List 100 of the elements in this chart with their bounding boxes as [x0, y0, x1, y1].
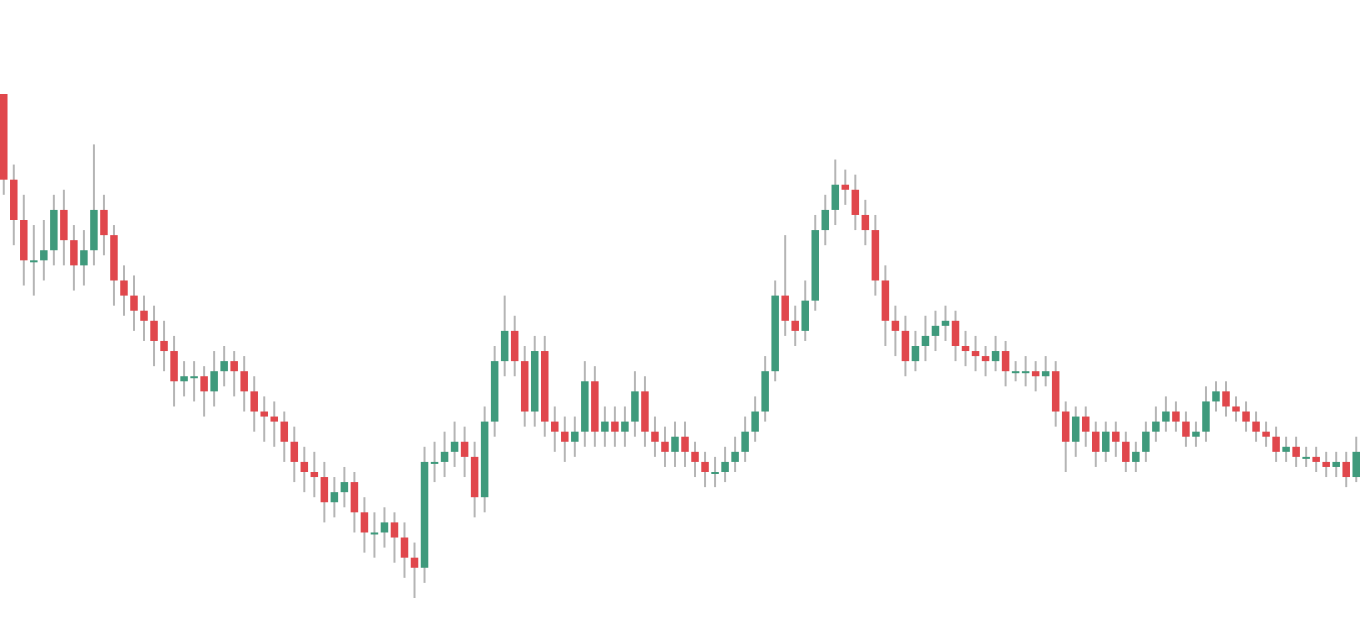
- candlestick: [1152, 405, 1160, 443]
- candlestick: [1292, 435, 1300, 468]
- candlestick: [941, 304, 950, 342]
- candlestick: [60, 188, 68, 267]
- candlestick: [761, 355, 769, 423]
- candlestick: [1001, 339, 1010, 388]
- candlestick: [921, 314, 930, 363]
- candlestick: [1252, 410, 1260, 443]
- candlestick: [1061, 400, 1070, 473]
- candlestick: [1322, 450, 1330, 479]
- candlestick: [120, 264, 128, 317]
- candlestick: [1262, 420, 1270, 448]
- candlestick: [1071, 405, 1080, 458]
- candlestick: [911, 329, 920, 373]
- candlestick: [350, 471, 359, 534]
- candlestick: [641, 375, 649, 448]
- candlestick: [1282, 435, 1290, 463]
- candlestick: [160, 319, 168, 373]
- candlestick: [691, 440, 699, 479]
- candlestick: [1242, 400, 1250, 433]
- candlestick: [240, 355, 248, 413]
- candlestick: [1041, 355, 1050, 388]
- candlestick: [1172, 400, 1180, 433]
- candlestick: [140, 294, 148, 342]
- candlestick: [621, 405, 629, 448]
- candlestick: [1302, 445, 1310, 468]
- candlestick: [20, 193, 28, 287]
- candlestick: [170, 334, 178, 408]
- candlestick: [801, 279, 809, 342]
- candlestick: [821, 193, 830, 247]
- candlestick: [611, 405, 619, 448]
- candlestick: [270, 400, 279, 448]
- candlestick: [631, 370, 639, 438]
- candlestick: [961, 329, 970, 368]
- candlestick: [80, 229, 88, 287]
- candlestick: [360, 496, 369, 554]
- candlestick: [320, 460, 329, 524]
- candlestick: [1122, 430, 1130, 473]
- candlestick: [1192, 420, 1200, 448]
- candlestick: [330, 476, 339, 519]
- candlestick: [380, 506, 389, 549]
- candlestick: [390, 511, 399, 564]
- candlestick: [741, 415, 749, 463]
- candlestick: [791, 304, 799, 347]
- candlestick: [991, 334, 1000, 373]
- candlestick: [551, 405, 559, 453]
- candlestick: [310, 450, 319, 499]
- candlestick: [1132, 440, 1140, 473]
- candlestick: [1081, 405, 1090, 448]
- candlestick: [50, 193, 58, 267]
- candlestick: [70, 224, 78, 292]
- candlestick: [90, 143, 98, 267]
- candlestick: [300, 445, 309, 494]
- candlestick: [510, 314, 519, 378]
- candlestick: [1272, 425, 1280, 463]
- candlestick: [130, 274, 138, 332]
- candlestick: [150, 304, 158, 368]
- candlestick: [40, 219, 48, 282]
- candlestick: [951, 309, 960, 363]
- candlestick: [100, 193, 108, 257]
- candlestick: [370, 511, 379, 559]
- candlestick: [841, 168, 850, 206]
- candlestick: [260, 395, 268, 443]
- candlestick: [891, 304, 900, 358]
- candlestick: [250, 375, 258, 433]
- candlestick: [901, 314, 910, 378]
- candlestick: [210, 350, 218, 408]
- candlestick: [1352, 435, 1360, 484]
- candlestick: [981, 345, 990, 378]
- candlestick: [460, 425, 469, 479]
- candlestick: [400, 521, 409, 579]
- candlestick: [1182, 410, 1190, 448]
- candlestick: [1212, 380, 1220, 413]
- candlestick: [751, 395, 759, 443]
- candlestick: [290, 425, 299, 484]
- candlestick: [861, 198, 870, 247]
- candlestick: [440, 430, 449, 479]
- candlestick: [701, 450, 709, 489]
- candlestick: [410, 541, 419, 599]
- candlestick: [1342, 450, 1350, 489]
- candlestick: [340, 465, 349, 509]
- candlestick: [1051, 360, 1060, 428]
- candlestick: [781, 234, 789, 337]
- candlestick: [651, 415, 659, 458]
- candlestick: [1031, 360, 1040, 393]
- candlestick: [1312, 445, 1320, 473]
- candlestick: [10, 163, 18, 247]
- candlestick: [661, 425, 669, 468]
- candlestick: [1112, 420, 1120, 458]
- candlestick: [881, 264, 890, 347]
- candlestick: [110, 224, 118, 307]
- candlestick: [681, 420, 689, 468]
- candlestick: [30, 224, 38, 297]
- candlestick: [971, 334, 980, 373]
- candlestick: [851, 173, 860, 232]
- candlestick: [470, 440, 479, 519]
- candlestick: [601, 405, 609, 448]
- candlestick: [731, 435, 739, 473]
- candlestick: [450, 420, 459, 468]
- candlestick: [220, 345, 228, 388]
